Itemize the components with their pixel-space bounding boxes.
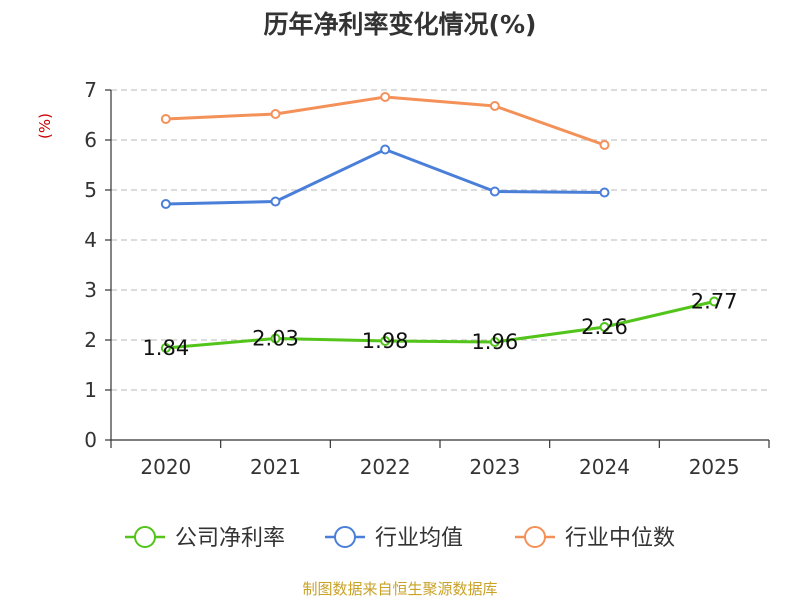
legend-item-2[interactable]: 行业中位数 [515,526,675,551]
series-line [165,300,715,350]
x-tick-label: 2021 [250,455,301,479]
legend-label: 公司净利率 [175,526,285,551]
data-point[interactable] [160,343,171,353]
y-tick-label: 2 [84,328,97,352]
series-1 [160,144,610,209]
legend-item-1[interactable]: 行业均值 [325,526,463,551]
legend-item-0[interactable]: 公司净利率 [125,526,285,551]
series-0 [160,296,720,353]
legend-label: 行业均值 [375,526,463,551]
y-tick-label: 7 [84,78,97,102]
data-point[interactable] [380,144,391,155]
y-tick-label: 5 [84,178,97,202]
x-tick-label: 2022 [360,455,411,479]
data-point[interactable] [489,186,500,197]
data-label: 2.77 [691,290,738,314]
y-tick-label: 0 [84,428,97,452]
axes: 0 1 2 3 4 5 6 7 2020 2021 2022 2023 2024 2025 [84,78,770,479]
legend-marker [524,526,546,548]
series-group [160,92,720,353]
data-label: 1.98 [362,329,409,353]
source-note: 制图数据来自恒生聚源数据库 [302,580,497,598]
legend-marker [334,526,356,548]
y-tick-label: 6 [84,128,97,152]
legend-marker [134,526,156,548]
data-label: 2.26 [581,315,628,339]
y-axis-label: (%) [36,113,54,139]
data-point[interactable] [270,333,281,344]
data-label: 2.03 [252,327,299,351]
data-point[interactable] [599,322,610,332]
data-point[interactable] [599,140,610,150]
data-label: 1.84 [142,336,189,360]
data-point[interactable] [270,109,281,119]
chart-title: 历年净利率变化情况(%) [264,10,537,39]
y-tick-label: 3 [84,278,97,302]
data-point[interactable] [160,114,171,124]
y-tick-label: 1 [84,378,97,402]
series-line [165,95,606,147]
x-tick-label: 2020 [140,455,191,479]
x-tick-label: 2023 [469,455,520,479]
data-label: 1.96 [471,330,518,354]
data-point[interactable] [270,196,281,207]
legend[interactable]: 公司净利率 行业均值 行业中位数 [125,526,675,551]
x-tick-label: 2024 [579,455,630,479]
data-point[interactable] [380,336,391,346]
x-tick-label: 2025 [689,455,740,479]
data-labels: 1.84 2.03 1.98 1.96 2.26 2.77 [142,290,737,361]
data-point[interactable] [489,337,500,347]
data-point[interactable] [709,296,720,307]
y-tick-label: 4 [84,228,97,252]
data-point[interactable] [160,199,171,209]
series-2 [160,92,610,150]
series-line [165,148,605,206]
data-point[interactable] [489,101,500,111]
data-point[interactable] [599,187,610,198]
legend-label: 行业中位数 [565,526,675,551]
data-point[interactable] [380,92,391,102]
